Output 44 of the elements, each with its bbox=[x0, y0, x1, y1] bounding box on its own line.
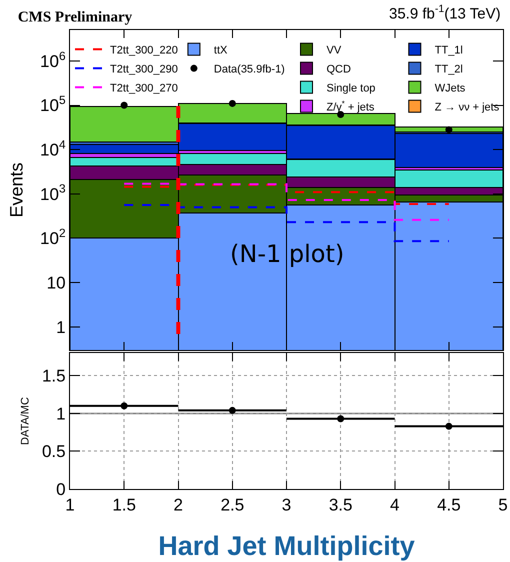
point bbox=[337, 415, 344, 422]
y-tick-label: 10$^{2}$ bbox=[40, 226, 66, 248]
x-tick-label: 3 bbox=[282, 495, 292, 514]
point bbox=[445, 422, 452, 430]
y-tick-label: 1.5 bbox=[42, 366, 66, 386]
y-tick-label: 10$^{3}$ bbox=[40, 182, 66, 204]
x-tick-label: 4.5 bbox=[437, 495, 461, 514]
legend-label: Z/γ$^{*}$ + jets bbox=[326, 98, 375, 114]
legend-label: T2tt_300_220 bbox=[110, 44, 178, 57]
y-tick-label: 10 bbox=[46, 273, 66, 292]
y-tick-label: 10$^{4}$ bbox=[40, 137, 66, 160]
y-axis-title: DATA/MC bbox=[20, 397, 32, 445]
x-tick-label: 5 bbox=[498, 495, 508, 514]
y-tick-label: 0 bbox=[56, 480, 66, 499]
point bbox=[120, 102, 128, 109]
point bbox=[228, 100, 236, 107]
legend-label: T2tt_300_290 bbox=[110, 64, 178, 76]
legend-label: TT_2l bbox=[434, 64, 463, 76]
legend-label: WJets bbox=[434, 82, 466, 95]
x-axis-title: Hard Jet Multiplicity bbox=[158, 530, 415, 561]
legend-label: Data(35.9fb-1) bbox=[214, 64, 285, 76]
legend-label: QCD bbox=[326, 64, 351, 76]
annotation: (N-1 plot) bbox=[230, 240, 344, 268]
point bbox=[445, 126, 452, 134]
point bbox=[228, 406, 236, 414]
y-axis-title: Events bbox=[6, 162, 26, 218]
legend-label: Single top bbox=[326, 82, 376, 95]
legend-label: VV bbox=[326, 44, 342, 57]
x-tick-label: 1.5 bbox=[112, 495, 136, 514]
text: 35.9 fb$^{-1}$(13 TeV) bbox=[389, 3, 501, 22]
legend-label: ttX bbox=[214, 44, 228, 57]
y-tick-label: 0.5 bbox=[42, 442, 66, 462]
x-tick-label: 2 bbox=[174, 495, 183, 514]
point bbox=[120, 402, 128, 410]
legend-label: T2tt_300_270 bbox=[110, 82, 178, 95]
y-tick-label: 1 bbox=[56, 318, 66, 337]
y-tick-label: 10$^{6}$ bbox=[40, 48, 66, 71]
x-tick-label: 3.5 bbox=[328, 495, 352, 514]
legend-label: TT_1l bbox=[434, 44, 463, 57]
x-tick-label: 4 bbox=[390, 495, 400, 514]
chart-title: CMS Preliminary bbox=[18, 9, 133, 26]
x-tick-label: 2.5 bbox=[220, 495, 244, 514]
y-tick-label: 1 bbox=[56, 404, 66, 424]
y-tick-label: 10$^{5}$ bbox=[40, 93, 66, 116]
